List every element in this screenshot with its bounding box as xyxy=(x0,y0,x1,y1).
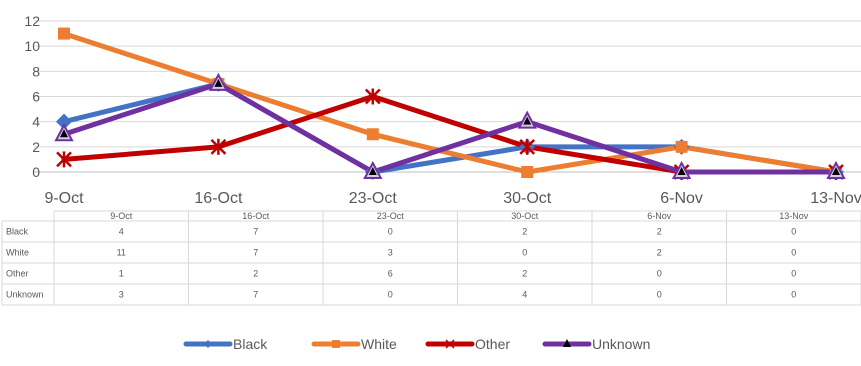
legend-entry: Black xyxy=(183,336,268,352)
legend-entry: White xyxy=(311,336,397,352)
x-tick-label: 13-Nov xyxy=(810,190,861,207)
series-lines xyxy=(61,31,839,175)
data-point xyxy=(56,113,72,130)
x-tick-label: 9-Oct xyxy=(44,190,84,207)
table-cell: 3 xyxy=(119,290,124,300)
x-tick-label: 16-Oct xyxy=(194,190,243,207)
data-point xyxy=(521,166,534,178)
x-tick-label: 30-Oct xyxy=(503,190,552,207)
table-cell: 0 xyxy=(657,269,662,279)
table-cell: 0 xyxy=(791,248,796,258)
table-header-cell: 30-Oct xyxy=(511,211,539,221)
legend-label: Unknown xyxy=(592,336,650,352)
data-point xyxy=(366,128,379,141)
marker-inner xyxy=(60,129,68,138)
table-cell: 7 xyxy=(253,248,258,258)
table-header-cell: 9-Oct xyxy=(110,211,133,221)
table-header-cell: 23-Oct xyxy=(377,211,405,221)
series-line xyxy=(61,81,839,175)
data-point xyxy=(675,140,688,153)
data-point xyxy=(364,88,381,105)
legend: Black White Other Unknown xyxy=(183,336,650,352)
table-cell: 1 xyxy=(119,269,124,279)
x-axis-ticks: 9-Oct 16-Oct 23-Oct 30-Oct 6-Nov 13-Nov xyxy=(44,190,861,207)
table-row-label: Other xyxy=(6,269,29,279)
table-header-cell: 16-Oct xyxy=(242,211,270,221)
y-axis-ticks: 0 2 4 6 8 10 12 xyxy=(24,13,40,180)
y-tick-label: 6 xyxy=(32,89,40,105)
table-cell: 0 xyxy=(388,227,393,237)
marker-inner xyxy=(368,167,377,175)
x-tick-label: 6-Nov xyxy=(660,190,703,207)
y-tick-label: 4 xyxy=(32,114,40,130)
table-cell: 0 xyxy=(522,248,527,258)
data-point xyxy=(58,27,70,40)
x-tick-label: 23-Oct xyxy=(349,190,398,207)
series-line xyxy=(61,31,839,175)
table-cell: 11 xyxy=(117,248,126,258)
data-point xyxy=(519,138,536,155)
marker-inner xyxy=(832,167,840,175)
table-cell: 3 xyxy=(388,248,393,258)
y-tick-label: 2 xyxy=(32,139,40,155)
data-point xyxy=(671,160,692,179)
data-point xyxy=(54,123,74,142)
legend-label: Black xyxy=(233,336,268,352)
table-cell: 2 xyxy=(657,248,662,258)
legend-entry: Unknown xyxy=(542,336,650,352)
table-cell: 7 xyxy=(253,227,258,237)
y-tick-label: 0 xyxy=(32,164,40,180)
data-point xyxy=(210,138,227,155)
table-cell: 0 xyxy=(657,290,662,300)
data-point xyxy=(56,151,72,168)
table-cell: 2 xyxy=(522,269,527,279)
table-cell: 0 xyxy=(388,290,393,300)
table-cell: 6 xyxy=(388,269,393,279)
data-point xyxy=(208,72,229,91)
legend-marker xyxy=(445,339,455,349)
table-cell: 2 xyxy=(657,227,662,237)
table-cell: 0 xyxy=(791,290,796,300)
legend-marker xyxy=(332,340,340,348)
marker-inner xyxy=(677,167,686,175)
y-tick-label: 10 xyxy=(24,38,40,54)
data-table: 9-Oct 16-Oct 23-Oct 30-Oct 6-Nov 13-Nov Black 4… xyxy=(1,210,861,306)
data-point xyxy=(517,110,537,129)
table-cell: 2 xyxy=(522,227,527,237)
table-cell: 0 xyxy=(791,227,796,237)
table-cell: 2 xyxy=(253,269,258,279)
legend-marker xyxy=(563,339,571,347)
y-tick-label: 12 xyxy=(24,13,40,29)
table-row-label: White xyxy=(6,248,29,258)
y-tick-label: 8 xyxy=(32,63,40,79)
table-cell: 0 xyxy=(791,269,796,279)
data-point xyxy=(363,160,383,179)
table-row-label: Black xyxy=(6,227,29,237)
legend-label: Other xyxy=(475,336,510,352)
table-cell: 7 xyxy=(253,290,258,300)
series-markers xyxy=(54,27,846,180)
table-cell: 4 xyxy=(522,290,527,300)
legend-marker xyxy=(204,340,212,348)
legend-label: White xyxy=(361,336,397,352)
marker-inner xyxy=(523,116,532,125)
marker-inner xyxy=(214,78,223,87)
table-row-label: Unknown xyxy=(6,290,44,300)
data-point xyxy=(826,160,846,179)
table-header-cell: 13-Nov xyxy=(779,211,809,221)
table-header-cell: 6-Nov xyxy=(647,211,672,221)
legend-entry: Other xyxy=(425,336,510,352)
table-cell: 4 xyxy=(119,227,124,237)
